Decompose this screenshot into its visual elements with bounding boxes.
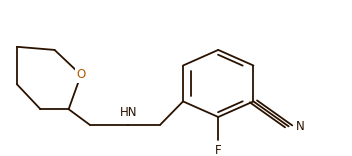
Text: F: F: [215, 144, 221, 156]
Text: O: O: [76, 68, 86, 81]
Text: HN: HN: [120, 106, 137, 119]
Text: N: N: [296, 120, 304, 133]
